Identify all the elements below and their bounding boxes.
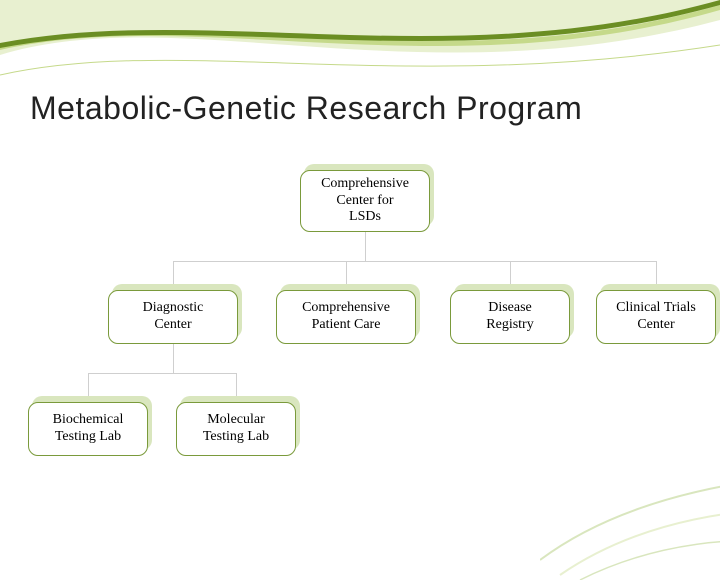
node-root: ComprehensiveCenter forLSDs [300, 170, 430, 232]
swoosh-pale [0, 0, 720, 55]
connector [365, 232, 366, 261]
page-title: Metabolic-Genetic Research Program [30, 90, 582, 127]
swoosh-dark [0, 0, 720, 48]
connector [88, 373, 236, 374]
connector [173, 261, 656, 262]
node-trial: Clinical TrialsCenter [596, 290, 716, 344]
node-bio: BiochemicalTesting Lab [28, 402, 148, 456]
node-care: ComprehensivePatient Care [276, 290, 416, 344]
node-diag: DiagnosticCenter [108, 290, 238, 344]
node-mol: MolecularTesting Lab [176, 402, 296, 456]
swoosh-light [0, 5, 720, 50]
org-chart: ComprehensiveCenter forLSDs DiagnosticCen… [0, 170, 720, 510]
node-reg: DiseaseRegistry [450, 290, 570, 344]
connector [173, 344, 174, 373]
